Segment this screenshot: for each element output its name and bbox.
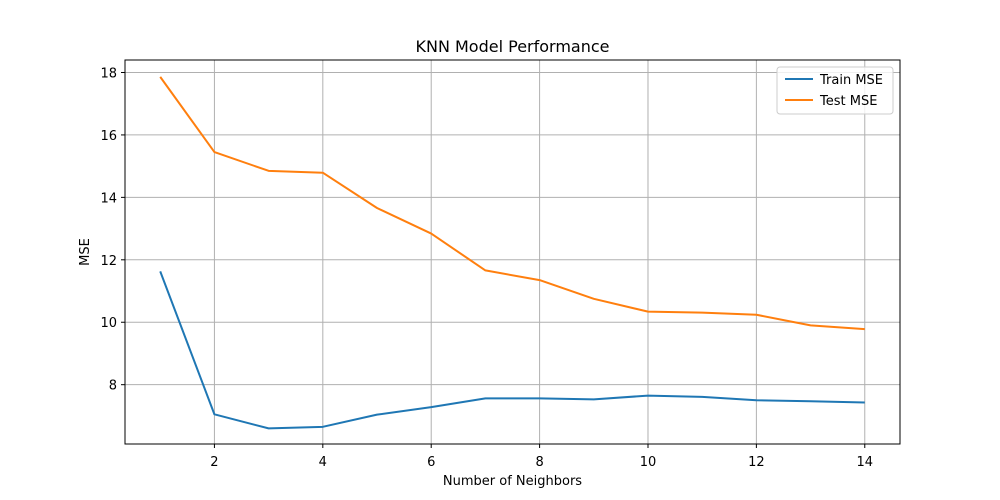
y-tick-label: 16 <box>100 129 117 144</box>
y-tick-label: 8 <box>109 379 117 394</box>
series-line-test <box>159 76 865 331</box>
series-line-train <box>159 271 865 430</box>
x-tick-label: 10 <box>640 455 657 470</box>
chart-title: KNN Model Performance <box>415 37 609 56</box>
x-tick-label: 12 <box>748 455 765 470</box>
legend: Train MSE Test MSE <box>776 66 894 115</box>
y-tick-label: 18 <box>100 66 117 81</box>
y-tick-label: 14 <box>100 191 117 206</box>
y-axis-label: MSE <box>78 238 93 266</box>
legend-label-train: Train MSE <box>819 73 883 88</box>
grid <box>125 60 900 444</box>
y-tick-label: 12 <box>100 254 117 269</box>
x-tick-label: 4 <box>319 455 327 470</box>
x-axis-label: Number of Neighbors <box>443 474 582 489</box>
y-tick-label: 10 <box>100 316 117 331</box>
x-tick-label: 14 <box>856 455 873 470</box>
x-axis-ticks: 2 4 6 8 10 12 14 <box>210 444 873 470</box>
x-tick-label: 6 <box>427 455 435 470</box>
x-tick-label: 8 <box>535 455 543 470</box>
series-lines <box>159 76 865 430</box>
x-tick-label: 2 <box>210 455 218 470</box>
plot-frame <box>124 59 901 445</box>
y-axis-ticks: 8 10 12 14 16 18 <box>100 66 125 394</box>
legend-label-test: Test MSE <box>819 94 877 109</box>
